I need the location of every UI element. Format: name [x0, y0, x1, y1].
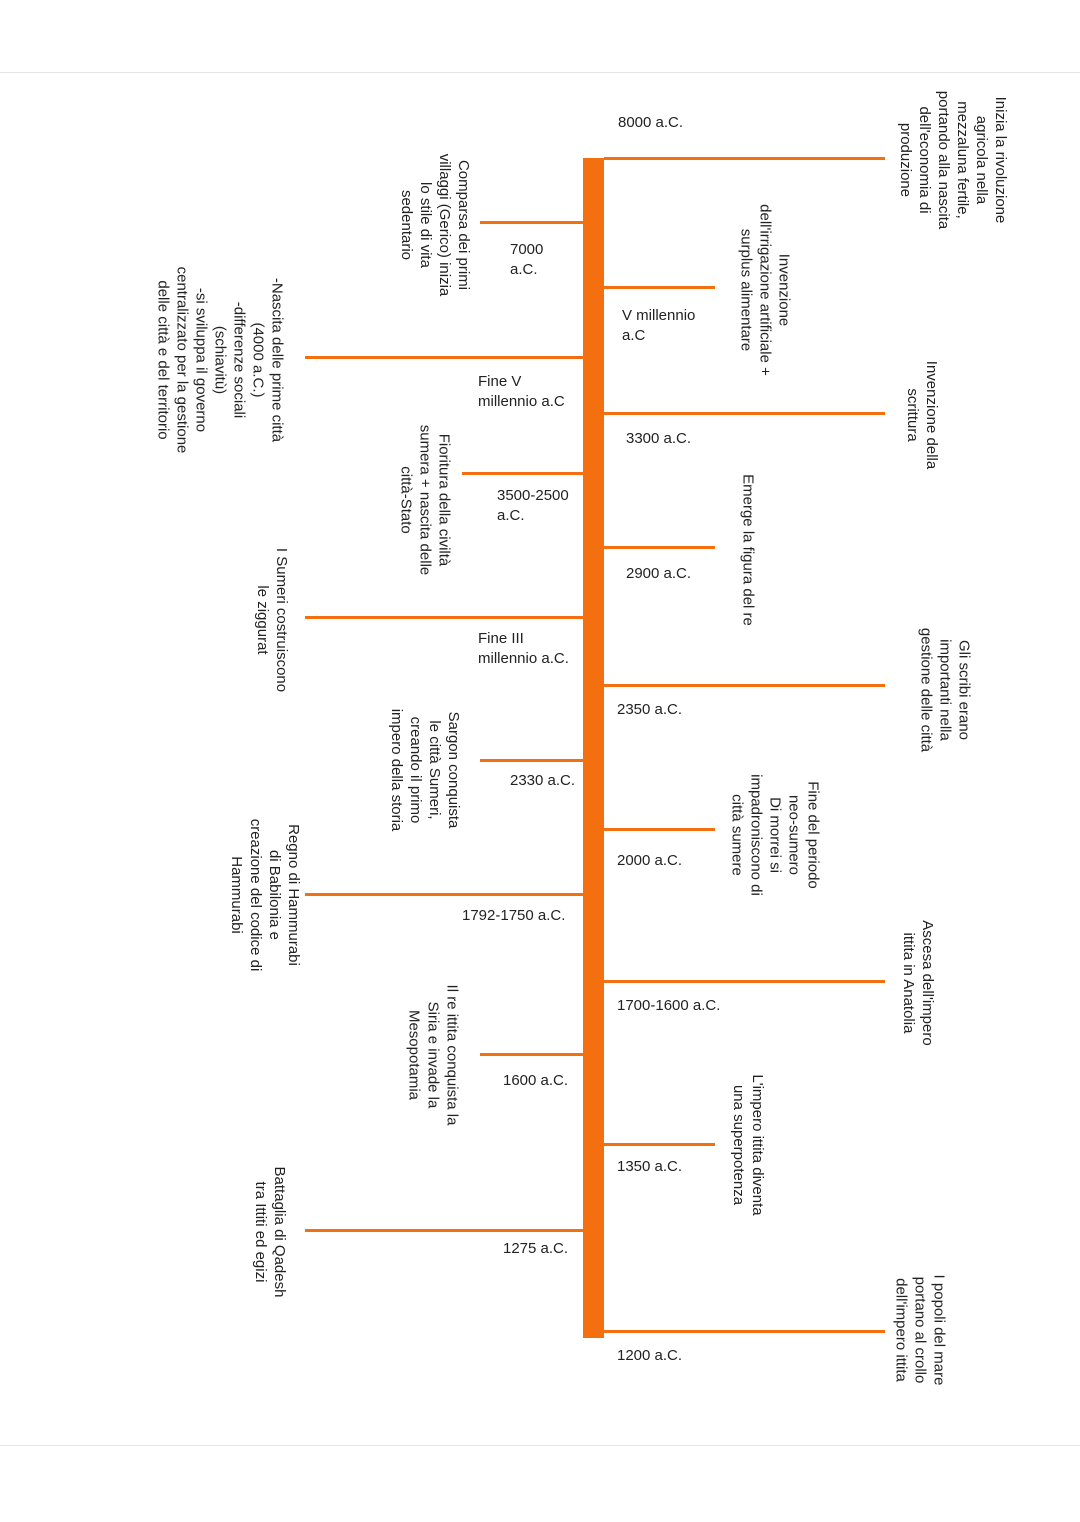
event-date: 1275 a.C.: [503, 1240, 569, 1257]
branch-line: [462, 472, 583, 475]
event-date: 3500-2500 a.C.: [497, 487, 569, 524]
event-date: V millennio a.C: [622, 307, 696, 344]
event-date: 8000 a.C.: [618, 114, 684, 131]
event-date: 1700-1600 a.C.: [617, 997, 721, 1014]
event-description: L'impero ittita diventa una superpotenza: [730, 1074, 766, 1216]
event-description: Fioritura della civiltà sumera + nascita…: [397, 424, 453, 576]
event-description: Regno di Hammurabi di Babilonia e creazi…: [228, 818, 302, 972]
event-description: Invenzione della scrittura: [904, 360, 940, 470]
branch-line: [604, 157, 885, 160]
event-description: Il re ittita conquista la Siria e invade…: [405, 984, 461, 1126]
event-date: 2330 a.C.: [510, 772, 576, 789]
branch-line: [604, 1330, 885, 1333]
event-date: Fine III millennio a.C.: [478, 630, 569, 667]
timeline-spine: [583, 158, 604, 1338]
branch-line: [604, 1143, 715, 1146]
event-date: 2000 a.C.: [617, 852, 683, 869]
event-description: Inizia la rivoluzione agricola nella mez…: [897, 90, 1009, 230]
event-date: 1350 a.C.: [617, 1158, 683, 1175]
branch-line: [604, 684, 885, 687]
branch-line: [305, 616, 583, 619]
event-description: Comparsa dei primi villaggi (Gerico) ini…: [398, 153, 472, 297]
event-date: 2900 a.C.: [626, 565, 692, 582]
event-date: 1792-1750 a.C.: [462, 907, 566, 924]
branch-line: [480, 759, 583, 762]
branch-line: [305, 356, 583, 359]
bottom-divider: [0, 1445, 1080, 1446]
branch-line: [480, 1053, 583, 1056]
event-description: I popoli del mare portano al crollo dell…: [892, 1274, 948, 1386]
event-date: 2350 a.C.: [617, 701, 683, 718]
event-description: Sargon conquista le città Sumeri, creand…: [388, 708, 462, 832]
event-description: Invenzione dell'irrigazione artificiale …: [737, 204, 793, 376]
branch-line: [604, 286, 715, 289]
branch-line: [480, 221, 583, 224]
event-date: 3300 a.C.: [626, 430, 692, 447]
top-divider: [0, 72, 1080, 73]
event-description: Gli scribi erano importanti nella gestio…: [917, 627, 973, 753]
branch-line: [604, 546, 715, 549]
branch-line: [305, 893, 583, 896]
event-description: Fine del periodo neo-sumero Di morrei si…: [728, 774, 822, 896]
event-date: 1600 a.C.: [503, 1072, 569, 1089]
event-description: I Sumeri costruiscono le ziggurat: [254, 547, 290, 693]
branch-line: [305, 1229, 583, 1232]
event-description: Ascesa dell'impero ittita in Anatolia: [900, 920, 936, 1046]
branch-line: [604, 412, 885, 415]
event-description: Emerge la figura del re: [739, 474, 757, 626]
event-date: Fine V millennio a.C: [478, 373, 565, 410]
event-description: -Nascita delle prime città (4000 a.C.) -…: [154, 266, 286, 454]
branch-line: [604, 828, 715, 831]
event-description: Battaglia di Qadesh tra Ittiti ed egizi: [252, 1166, 288, 1298]
event-date: 1200 a.C.: [617, 1347, 683, 1364]
branch-line: [604, 980, 885, 983]
event-date: 7000 a.C.: [510, 241, 544, 278]
